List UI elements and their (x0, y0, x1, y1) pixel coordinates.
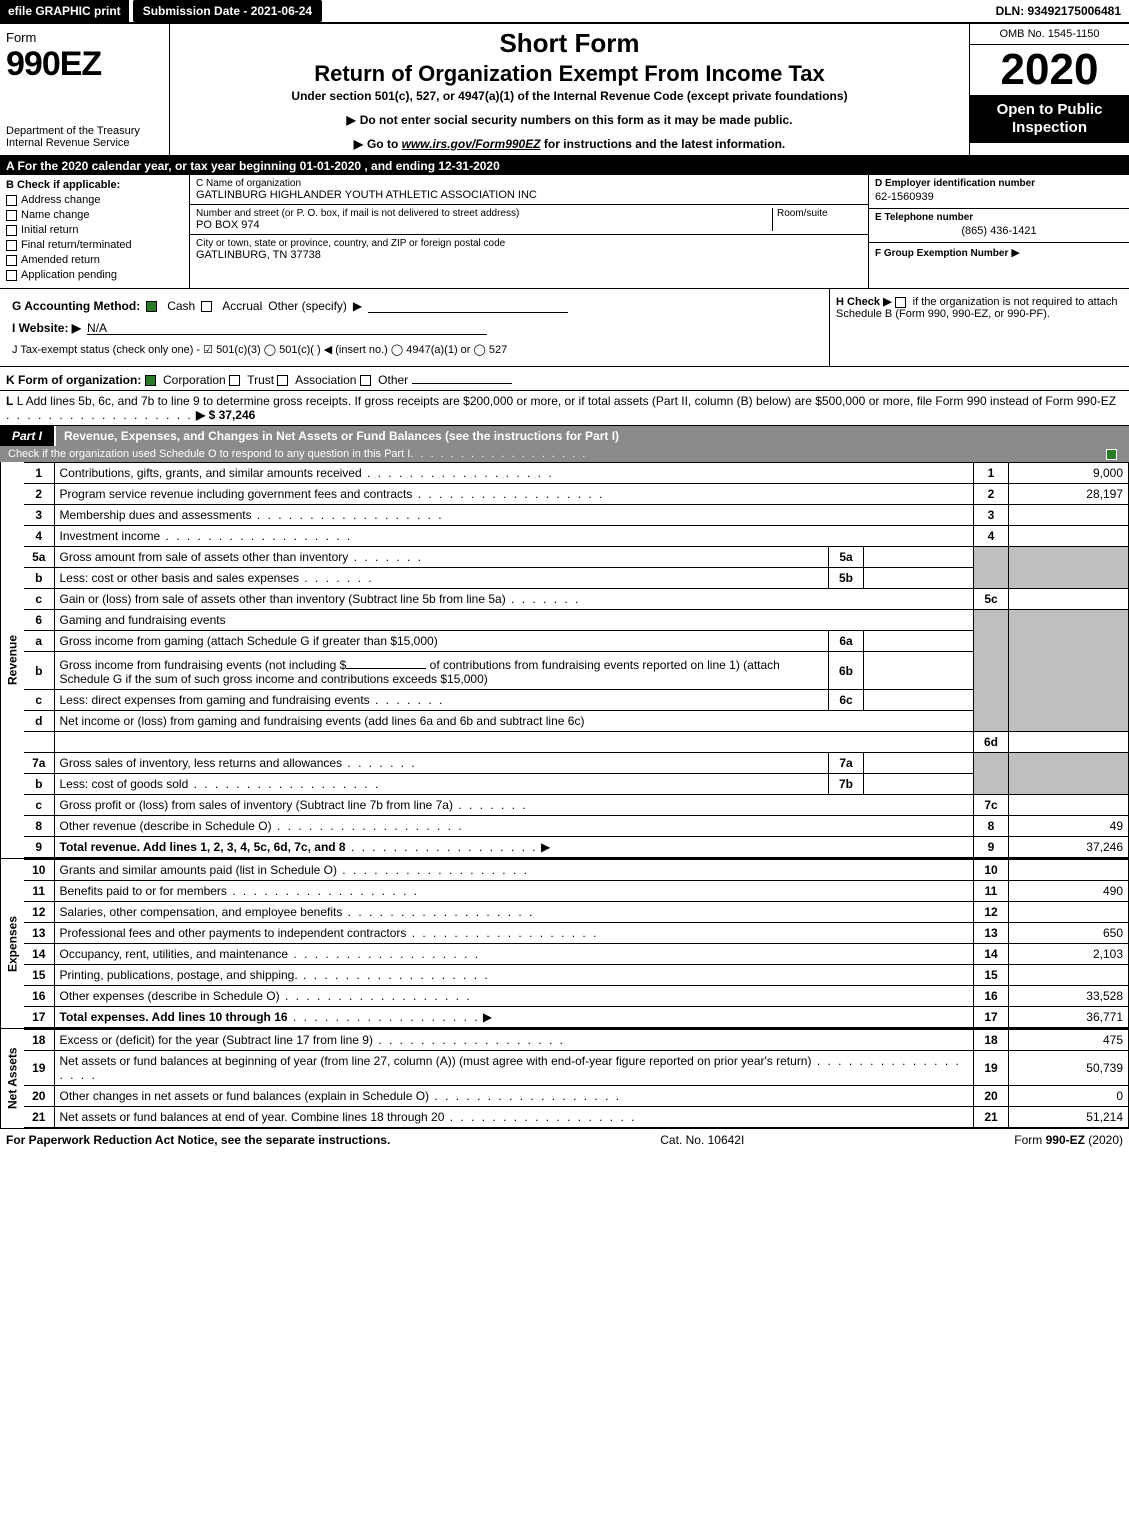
line-1: 1Contributions, gifts, grants, and simil… (24, 463, 1129, 484)
row-l-gross-receipts: L L Add lines 5b, 6c, and 7b to line 9 t… (0, 391, 1129, 426)
line-6c: cLess: direct expenses from gaming and f… (24, 690, 1129, 711)
line-17: 17Total expenses. Add lines 10 through 1… (24, 1007, 1129, 1028)
part-1-header: Part I Revenue, Expenses, and Changes in… (0, 426, 1129, 462)
line-14: 14Occupancy, rent, utilities, and mainte… (24, 944, 1129, 965)
part-1-title: Revenue, Expenses, and Changes in Net As… (56, 426, 1129, 446)
efile-button[interactable]: efile GRAPHIC print (0, 0, 129, 22)
city-value: GATLINBURG, TN 37738 (196, 249, 862, 261)
row-i-website: I Website: ▶N/A (6, 317, 823, 339)
org-name-label: C Name of organization (196, 178, 862, 189)
row-k-form-org: K Form of organization: Corporation Trus… (0, 367, 1129, 391)
line-15: 15Printing, publications, postage, and s… (24, 965, 1129, 986)
check-cash[interactable] (146, 301, 157, 312)
notice-link: Go to www.irs.gov/Form990EZ for instruct… (178, 137, 961, 151)
check-address-change[interactable]: Address change (6, 194, 183, 206)
line-20: 20Other changes in net assets or fund ba… (24, 1086, 1129, 1107)
line-4: 4Investment income4 (24, 526, 1129, 547)
line-3: 3Membership dues and assessments3 (24, 505, 1129, 526)
column-de: D Employer identification number 62-1560… (869, 175, 1129, 288)
check-schedule-b[interactable] (895, 297, 906, 308)
department-label: Department of the Treasury Internal Reve… (6, 125, 163, 149)
tax-year: 2020 (970, 45, 1129, 95)
net-assets-section: Net Assets 18Excess or (deficit) for the… (0, 1029, 1129, 1129)
submission-date: Submission Date - 2021-06-24 (133, 0, 322, 22)
line-21: 21Net assets or fund balances at end of … (24, 1107, 1129, 1128)
line-11: 11Benefits paid to or for members11490 (24, 881, 1129, 902)
check-trust[interactable] (229, 375, 240, 386)
city-label: City or town, state or province, country… (196, 238, 862, 249)
part-1-subtitle: Check if the organization used Schedule … (8, 448, 410, 460)
org-name: GATLINBURG HIGHLANDER YOUTH ATHLETIC ASS… (196, 189, 862, 201)
line-6a: aGross income from gaming (attach Schedu… (24, 631, 1129, 652)
row-g-accounting: G Accounting Method: Cash Accrual Other … (6, 295, 823, 317)
line-18: 18Excess or (deficit) for the year (Subt… (24, 1030, 1129, 1051)
info-block: B Check if applicable: Address change Na… (0, 175, 1129, 289)
footer-left: For Paperwork Reduction Act Notice, see … (6, 1133, 390, 1147)
top-bar: efile GRAPHIC print Submission Date - 20… (0, 0, 1129, 24)
ein-label: D Employer identification number (875, 178, 1123, 189)
col-b-title: B Check if applicable: (6, 179, 183, 191)
row-j-tax-status: J Tax-exempt status (check only one) - ☑… (6, 339, 823, 360)
form-header: Form 990EZ Department of the Treasury In… (0, 24, 1129, 157)
line-7c: cGross profit or (loss) from sales of in… (24, 795, 1129, 816)
irs-link[interactable]: www.irs.gov/Form990EZ (402, 137, 541, 151)
check-initial-return[interactable]: Initial return (6, 224, 183, 236)
check-accrual[interactable] (201, 301, 212, 312)
phone-label: E Telephone number (875, 212, 1123, 223)
subtitle: Under section 501(c), 527, or 4947(a)(1)… (178, 89, 961, 103)
form-label: Form (6, 30, 163, 45)
dln-number: DLN: 93492175006481 (988, 0, 1129, 22)
check-schedule-o[interactable] (1106, 449, 1117, 460)
check-name-change[interactable]: Name change (6, 209, 183, 221)
open-public-badge: Open to Public Inspection (970, 95, 1129, 143)
line-8: 8Other revenue (describe in Schedule O)8… (24, 816, 1129, 837)
column-b-checkboxes: B Check if applicable: Address change Na… (0, 175, 190, 288)
column-c-org-info: C Name of organization GATLINBURG HIGHLA… (190, 175, 869, 288)
check-application-pending[interactable]: Application pending (6, 269, 183, 281)
line-5c: cGain or (loss) from sale of assets othe… (24, 589, 1129, 610)
omb-number: OMB No. 1545-1150 (970, 24, 1129, 45)
line-16: 16Other expenses (describe in Schedule O… (24, 986, 1129, 1007)
expenses-section: Expenses 10Grants and similar amounts pa… (0, 859, 1129, 1029)
street-label: Number and street (or P. O. box, if mail… (196, 208, 772, 219)
notice-ssn: Do not enter social security numbers on … (178, 113, 961, 127)
line-6b: bGross income from fundraising events (n… (24, 652, 1129, 690)
line-9: 9Total revenue. Add lines 1, 2, 3, 4, 5c… (24, 837, 1129, 858)
line-19: 19Net assets or fund balances at beginni… (24, 1051, 1129, 1086)
footer-center: Cat. No. 10642I (660, 1133, 744, 1147)
form-number: 990EZ (6, 45, 163, 84)
group-exemption-label: F Group Exemption Number (875, 248, 1008, 259)
return-title: Return of Organization Exempt From Incom… (178, 61, 961, 87)
check-amended-return[interactable]: Amended return (6, 254, 183, 266)
line-12: 12Salaries, other compensation, and empl… (24, 902, 1129, 923)
expenses-side-label: Expenses (0, 859, 24, 1028)
line-2: 2Program service revenue including gover… (24, 484, 1129, 505)
ein-value: 62-1560939 (875, 191, 1123, 203)
line-5b: bLess: cost or other basis and sales exp… (24, 568, 1129, 589)
net-assets-side-label: Net Assets (0, 1029, 24, 1128)
short-form-title: Short Form (178, 28, 961, 59)
check-association[interactable] (277, 375, 288, 386)
check-final-return[interactable]: Final return/terminated (6, 239, 183, 251)
room-label: Room/suite (777, 208, 862, 219)
line-6: 6Gaming and fundraising events (24, 610, 1129, 631)
line-13: 13Professional fees and other payments t… (24, 923, 1129, 944)
street-value: PO BOX 974 (196, 219, 772, 231)
row-h-schedule-b: H Check ▶ if the organization is not req… (829, 289, 1129, 366)
line-10: 10Grants and similar amounts paid (list … (24, 860, 1129, 881)
line-7a: 7aGross sales of inventory, less returns… (24, 753, 1129, 774)
line-7b: bLess: cost of goods sold7b (24, 774, 1129, 795)
revenue-side-label: Revenue (0, 462, 24, 858)
revenue-section: Revenue 1Contributions, gifts, grants, a… (0, 462, 1129, 859)
check-other-org[interactable] (360, 375, 371, 386)
footer: For Paperwork Reduction Act Notice, see … (0, 1129, 1129, 1151)
phone-value: (865) 436-1421 (875, 225, 1123, 237)
group-exemption-arrow: ▶ (1011, 247, 1019, 259)
line-5a: 5aGross amount from sale of assets other… (24, 547, 1129, 568)
line-6d: dNet income or (loss) from gaming and fu… (24, 711, 1129, 732)
section-a-period: A For the 2020 calendar year, or tax yea… (0, 157, 1129, 175)
footer-right: Form 990-EZ (2020) (1014, 1133, 1123, 1147)
check-corporation[interactable] (145, 375, 156, 386)
part-1-label: Part I (0, 426, 56, 446)
